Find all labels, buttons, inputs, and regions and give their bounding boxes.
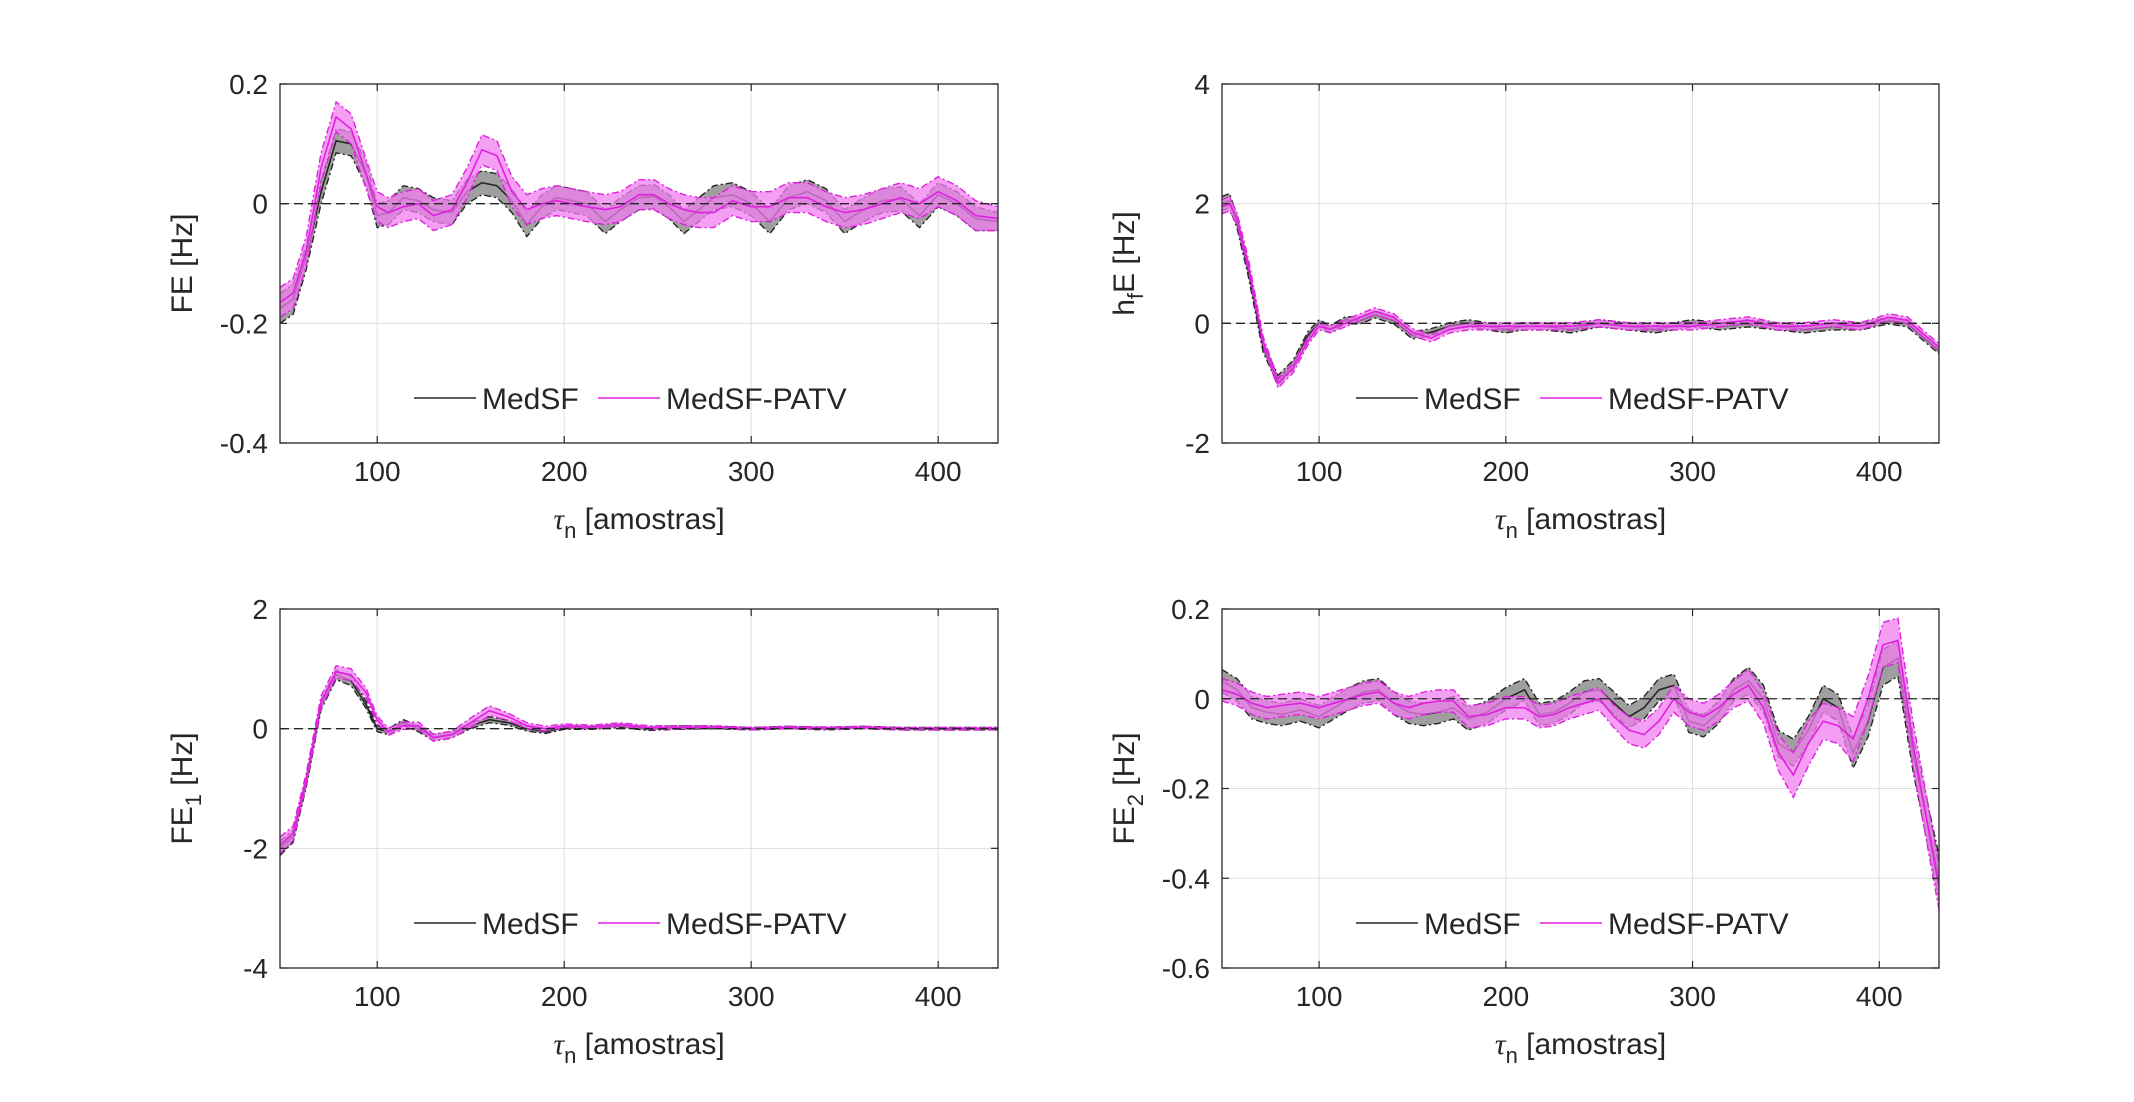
chart-panel-2: 100 200 300 400 -2 0 2 4 τn [amostras] hfE [Hz] Me…: [1108, 69, 1940, 543]
x-tick-label: 200: [541, 456, 588, 487]
medsf-patv-line: [1222, 639, 1939, 888]
x-tick-label: 100: [1296, 456, 1343, 487]
legend: MedSF MedSF-PATV: [1356, 383, 1789, 416]
y-tick-label: 4: [1194, 69, 1210, 100]
x-tick-label: 200: [1482, 456, 1529, 487]
legend-label-medsf-patv: MedSF-PATV: [1608, 908, 1789, 941]
y-tick-label: -0.2: [220, 308, 268, 339]
x-tick-label: 300: [728, 981, 775, 1012]
x-tick-label: 400: [1856, 456, 1903, 487]
y-tick-label: 0: [252, 189, 268, 220]
y-tick-label: 0: [252, 714, 268, 745]
legend: MedSF MedSF-PATV: [414, 383, 847, 416]
y-tick-label: -0.6: [1162, 953, 1210, 984]
legend-label-medsf: MedSF: [1424, 383, 1521, 416]
x-tick-label: 300: [728, 456, 775, 487]
x-tick-label: 100: [354, 456, 401, 487]
legend-label-medsf-patv: MedSF-PATV: [666, 908, 847, 941]
y-axis-label: FE2 [Hz]: [1108, 732, 1148, 844]
y-tick-label: 2: [252, 594, 268, 625]
y-tick-label: 0.2: [1171, 594, 1210, 625]
x-tick-label: 300: [1669, 456, 1716, 487]
medsf-patv-line: [1222, 202, 1939, 385]
chart-panel-4: 100 200 300 400 -0.6 -0.4 -0.2 0 0.2 τn [amostras…: [1108, 594, 1940, 1068]
axes-frame: [279, 608, 999, 969]
medsf-patv-lower-bound: [1222, 661, 1939, 910]
y-tick-label: 0: [1194, 684, 1210, 715]
medsf-patv-line: [280, 115, 998, 304]
plot-area: [280, 84, 998, 443]
medsf-patv-band: [1222, 196, 1939, 388]
x-tick-label: 400: [915, 456, 962, 487]
chart-panel-3: 100 200 300 400 -4 -2 0 2 τn [amostras] FE1 [Hz] M…: [166, 594, 999, 1068]
legend-label-medsf: MedSF: [482, 908, 579, 941]
data-layer: [280, 665, 998, 856]
y-tick-label: 0: [1194, 308, 1210, 339]
x-axis-label: τn [amostras]: [553, 503, 724, 543]
medsf-patv-band: [1222, 618, 1939, 910]
y-tick-label: -0.2: [1162, 774, 1210, 805]
x-tick-label: 400: [1856, 981, 1903, 1012]
chart-panel-1: 100 200 300 400 -0.4 -0.2 0 0.2 τn [amostras] FE …: [166, 69, 999, 543]
y-tick-label: -0.4: [220, 428, 268, 459]
x-tick-label: 100: [354, 981, 401, 1012]
medsf-patv-upper-bound: [280, 100, 998, 288]
legend-label-medsf-patv: MedSF-PATV: [1608, 383, 1789, 416]
medsf-patv-lower-bound: [1222, 209, 1939, 390]
medsf-patv-lower-bound: [280, 130, 998, 318]
x-axis-label: τn [amostras]: [1495, 503, 1666, 543]
x-tick-label: 300: [1669, 981, 1716, 1012]
x-tick-label: 200: [541, 981, 588, 1012]
legend-label-medsf: MedSF: [1424, 908, 1521, 941]
y-axis-label: FE [Hz]: [166, 213, 199, 313]
legend: MedSF MedSF-PATV: [1356, 908, 1789, 941]
medsf-upper-bound: [1222, 192, 1939, 377]
y-tick-label: 2: [1194, 189, 1210, 220]
axes-frame: [279, 83, 999, 444]
y-axis-label: FE1 [Hz]: [166, 732, 206, 844]
y-tick-label: -2: [1185, 428, 1210, 459]
plot-area: [280, 609, 998, 968]
data-layer: [1222, 192, 1939, 390]
x-axis-label: τn [amostras]: [553, 1028, 724, 1068]
x-tick-label: 200: [1482, 981, 1529, 1012]
plot-area: [1222, 84, 1939, 443]
data-layer: [1222, 617, 1939, 910]
x-tick-label: 400: [915, 981, 962, 1012]
medsf-patv-upper-bound: [280, 665, 998, 838]
axes-frame: [1221, 83, 1940, 444]
y-tick-label: -4: [243, 953, 268, 984]
legend-label-medsf: MedSF: [482, 383, 579, 416]
legend: MedSF MedSF-PATV: [414, 908, 847, 941]
y-tick-label: -0.4: [1162, 863, 1210, 894]
legend-label-medsf-patv: MedSF-PATV: [666, 383, 847, 416]
medsf-patv-upper-bound: [1222, 617, 1939, 865]
x-axis-label: τn [amostras]: [1495, 1028, 1666, 1068]
medsf-patv-line: [280, 670, 998, 846]
y-tick-label: -2: [243, 833, 268, 864]
y-tick-label: 0.2: [229, 69, 268, 100]
y-axis-label: hfE [Hz]: [1108, 211, 1148, 316]
x-tick-label: 100: [1296, 981, 1343, 1012]
data-layer: [280, 100, 998, 324]
